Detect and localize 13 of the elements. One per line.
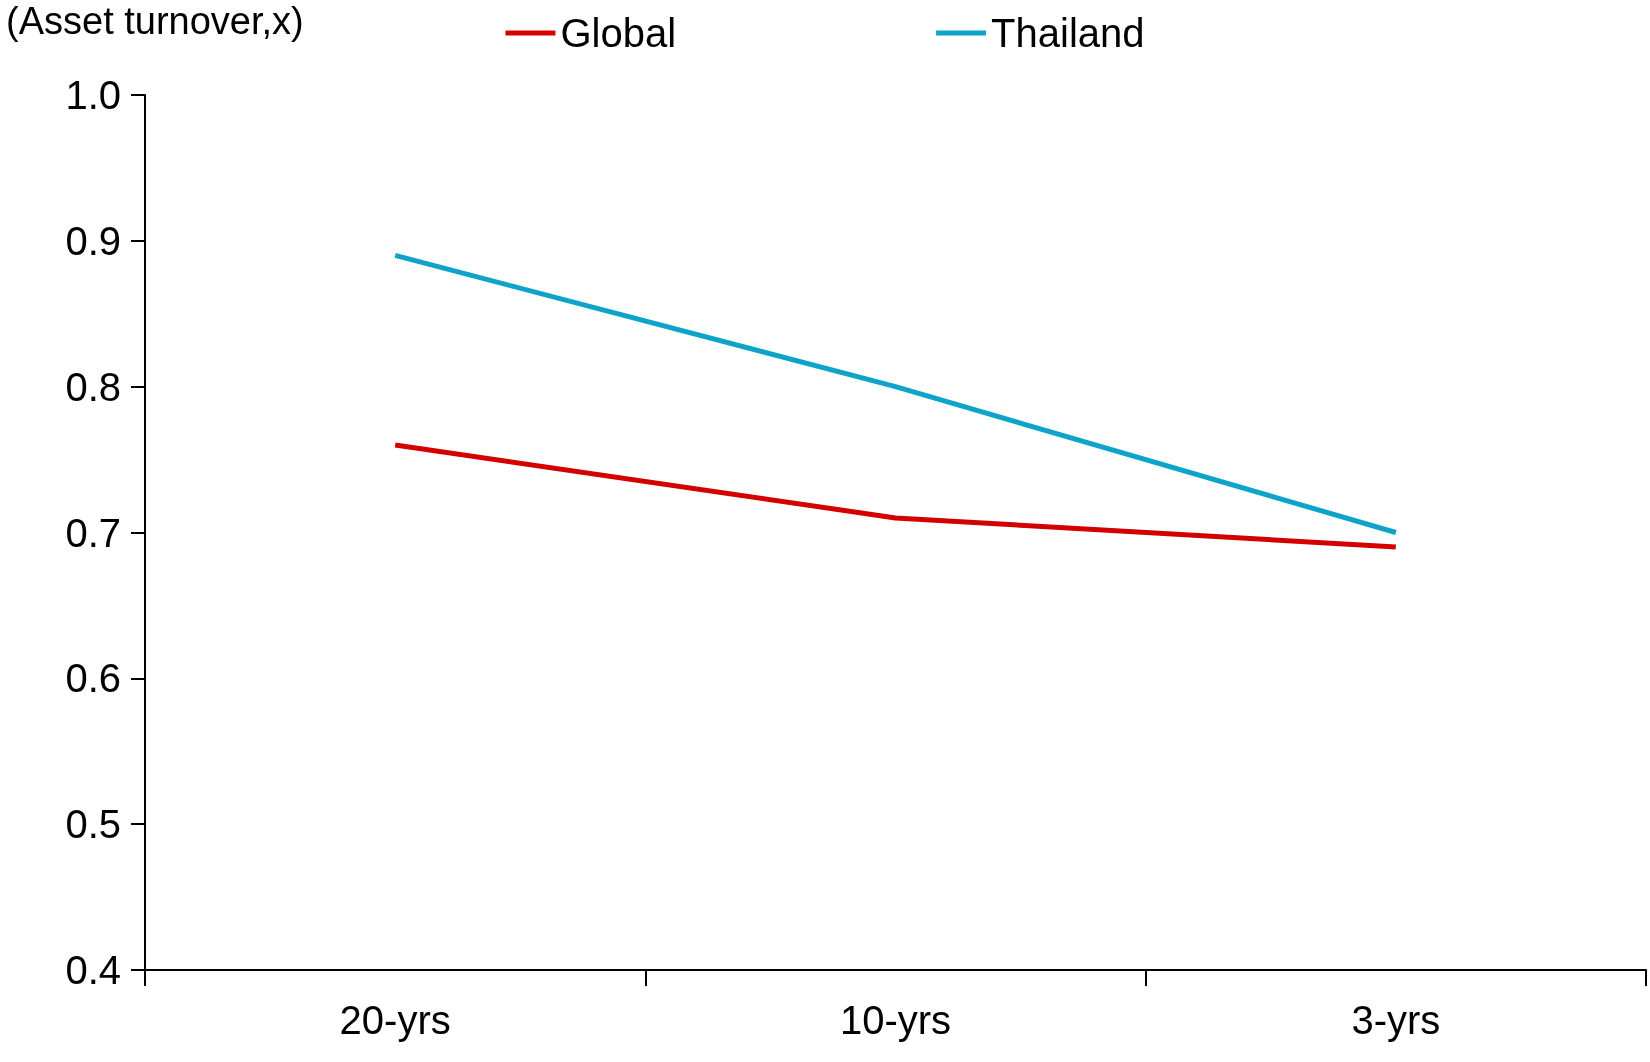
x-tick-label: 3-yrs xyxy=(1351,998,1441,1042)
y-tick-label: 1.0 xyxy=(65,73,121,117)
y-axis-title: (Asset turnover,x) xyxy=(6,0,304,42)
x-tick-label: 20-yrs xyxy=(339,998,451,1042)
y-tick-label: 0.4 xyxy=(65,948,121,992)
y-tick-label: 0.9 xyxy=(65,218,121,263)
x-tick-label: 10-yrs xyxy=(839,998,952,1042)
y-tick-label: 0.7 xyxy=(65,510,121,555)
legend-label: Global xyxy=(560,11,677,55)
y-tick-label: 0.6 xyxy=(65,656,121,701)
legend-label: Thailand xyxy=(991,11,1145,55)
y-tick-label: 0.5 xyxy=(65,802,121,847)
y-tick-label: 0.8 xyxy=(65,364,121,409)
